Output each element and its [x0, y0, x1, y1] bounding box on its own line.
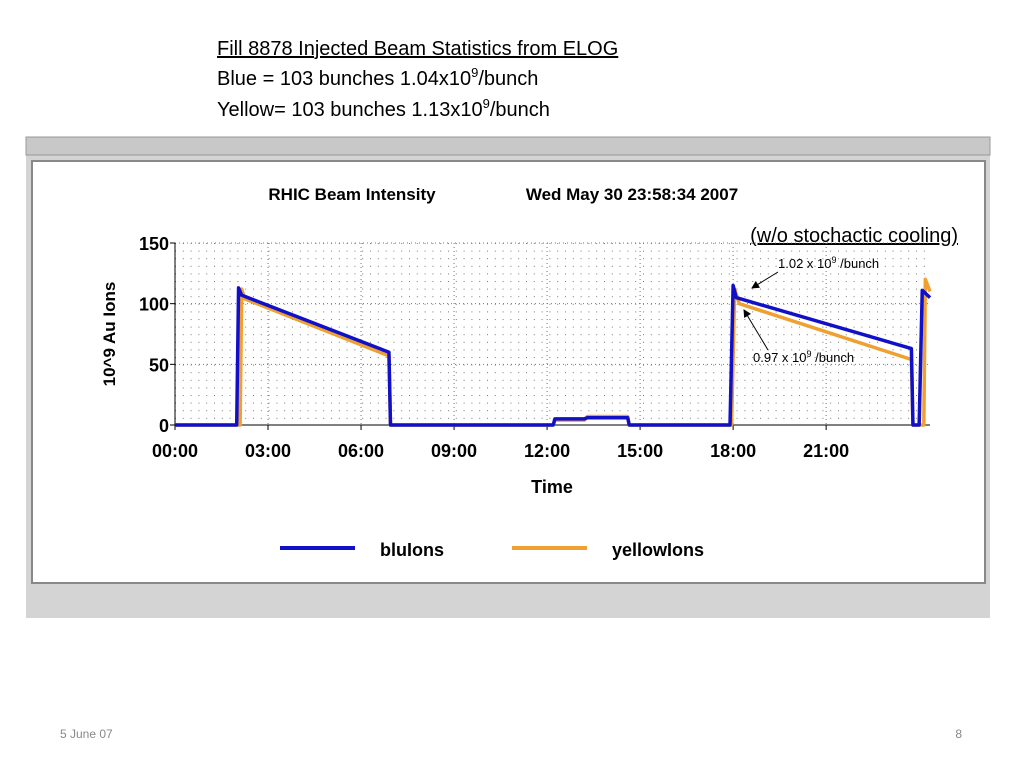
- header-line: Yellow= 103 bunches 1.13x109/bunch: [217, 96, 550, 121]
- legend-label: bluIons: [380, 540, 444, 560]
- y-axis-label: 10^9 Au Ions: [100, 282, 119, 387]
- annotation: 1.02 x 109 /bunch: [778, 255, 879, 271]
- text: /bunch: [478, 68, 538, 90]
- x-tick-label: 00:00: [152, 441, 198, 461]
- annotation: 0.97 x 109 /bunch: [753, 349, 854, 365]
- y-tick-label: 100: [139, 295, 169, 315]
- y-tick-label: 150: [139, 234, 169, 254]
- y-tick-label: 0: [159, 416, 169, 436]
- page-number: 8: [955, 727, 962, 741]
- text: 1.02 x 10: [778, 256, 832, 271]
- text: /bunch: [837, 256, 880, 271]
- text: Blue = 103 bunches 1.04x10: [217, 68, 471, 90]
- chart-subtitle: Wed May 30 23:58:34 2007: [526, 185, 738, 204]
- header-title: Fill 8878 Injected Beam Statistics from …: [217, 38, 618, 60]
- x-tick-label: 21:00: [803, 441, 849, 461]
- series-line: [175, 283, 932, 427]
- arrow: [751, 271, 779, 289]
- minor-grid: [175, 243, 930, 425]
- panel-bar: [25, 136, 991, 156]
- sup: 9: [483, 96, 490, 111]
- x-tick-label: 15:00: [617, 441, 663, 461]
- y-tick-label: 50: [149, 355, 169, 375]
- text: 0.97 x 10: [753, 350, 807, 365]
- x-tick-label: 09:00: [431, 441, 477, 461]
- sup: 9: [807, 349, 812, 359]
- x-tick-label: 06:00: [338, 441, 384, 461]
- chart-title: RHIC Beam Intensity: [268, 185, 436, 204]
- x-axis-label: Time: [531, 477, 573, 497]
- text: /bunch: [490, 99, 550, 121]
- arrow: [743, 309, 769, 351]
- x-tick-label: 18:00: [710, 441, 756, 461]
- x-tick-label: 12:00: [524, 441, 570, 461]
- x-tick-label: 03:00: [245, 441, 291, 461]
- footer-date: 5 June 07: [60, 727, 113, 741]
- header-line: Blue = 103 bunches 1.04x109/bunch: [217, 65, 538, 90]
- text: /bunch: [812, 350, 855, 365]
- text: Yellow= 103 bunches 1.13x10: [217, 99, 483, 121]
- legend-label: yellowIons: [612, 540, 704, 560]
- sup: 9: [471, 65, 478, 80]
- sup: 9: [832, 255, 837, 265]
- annotation: (w/o stochactic cooling): [750, 225, 958, 247]
